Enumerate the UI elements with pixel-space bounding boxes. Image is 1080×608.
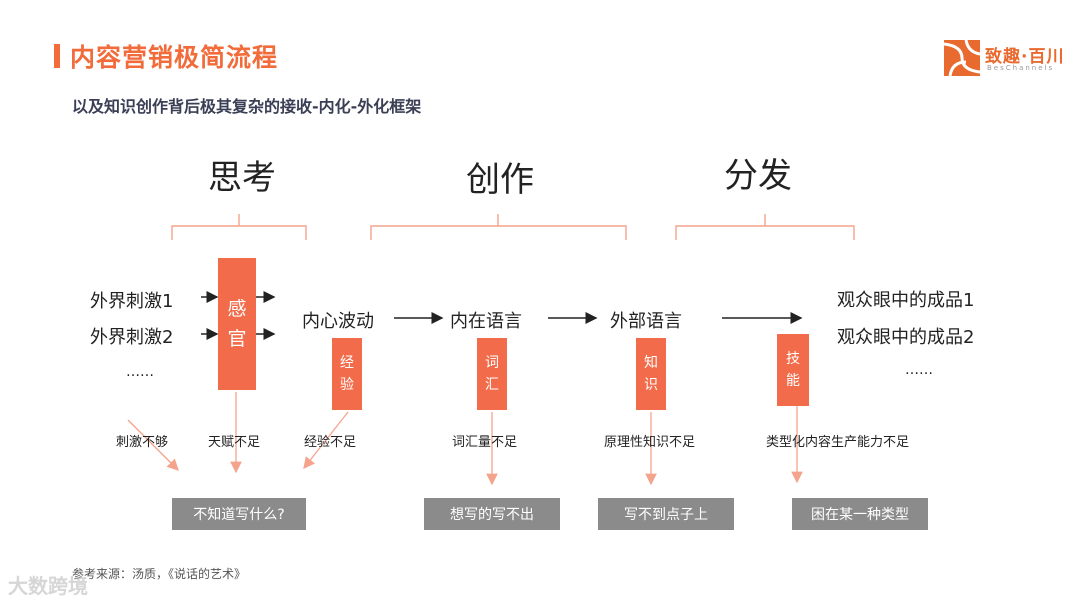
box-experience-char-2: 验 (340, 377, 354, 393)
box-knowledge-char-1: 知 (644, 355, 658, 371)
problem-vocabulary-lack: 词汇量不足 (452, 435, 518, 450)
node-stimulus-more: …… (126, 364, 154, 380)
box-senses-char-1: 感 (227, 298, 247, 320)
box-vocabulary: 词 汇 (477, 338, 507, 410)
logo-icon (944, 40, 980, 76)
stage-think: 思考 (208, 158, 276, 198)
result-off-point: 写不到点子上 (598, 498, 734, 530)
arrow-experience-lack (303, 411, 349, 470)
box-skill-char-2: 能 (786, 373, 800, 389)
node-external-language: 外部语言 (610, 311, 682, 332)
problem-experience-lack: 经验不足 (304, 435, 357, 450)
box-skill-char-1: 技 (786, 351, 800, 367)
box-vocabulary-char-2: 汇 (485, 377, 499, 393)
logo-name: 致趣·百川 (985, 47, 1065, 67)
source-note: 参考来源：汤质，《说话的艺术》 (72, 567, 247, 581)
problem-ability-lack: 类型化内容生产能力不足 (766, 435, 910, 450)
node-stimulus-1: 外界刺激1 (90, 291, 174, 312)
stage-distribute: 分发 (724, 156, 792, 196)
logo-english-name: BesChannels (987, 64, 1055, 72)
watermark: 大数跨境 (8, 574, 88, 598)
bracket-think (171, 214, 307, 240)
box-vocabulary-char-1: 词 (485, 355, 499, 371)
result-stuck: 困在某一种类型 (792, 498, 928, 530)
box-knowledge: 知 识 (636, 338, 666, 410)
node-product-2: 观众眼中的成品2 (837, 327, 975, 348)
box-experience: 经 验 (332, 338, 362, 410)
node-product-more: …… (905, 362, 933, 378)
result-dont-know: 不知道写什么? (172, 498, 306, 530)
box-skill: 技 能 (777, 334, 809, 406)
problem-talent-lack: 天赋不足 (208, 435, 261, 450)
title-accent-bar (54, 44, 60, 68)
box-knowledge-char-2: 识 (644, 377, 658, 393)
box-experience-char-1: 经 (340, 355, 354, 371)
node-product-1: 观众眼中的成品1 (837, 290, 975, 311)
problem-principle-lack: 原理性知识不足 (604, 435, 696, 450)
stage-create: 创作 (466, 160, 534, 200)
result-cant-write: 想写的写不出 (424, 498, 560, 530)
box-senses: 感 官 (218, 258, 256, 390)
bracket-distribute (675, 214, 855, 240)
page-subtitle: 以及知识创作背后极其复杂的接收-内化-外化框架 (72, 97, 422, 116)
node-stimulus-2: 外界刺激2 (90, 327, 174, 348)
page-title: 内容营销极简流程 (70, 43, 279, 72)
problem-stimulus-lack: 刺激不够 (116, 435, 169, 450)
node-inner-fluctuation: 内心波动 (302, 311, 374, 332)
box-senses-char-2: 官 (227, 328, 247, 350)
bracket-create (370, 214, 627, 240)
node-internal-language: 内在语言 (450, 311, 522, 332)
arrow-stimulus-lack (127, 419, 179, 471)
